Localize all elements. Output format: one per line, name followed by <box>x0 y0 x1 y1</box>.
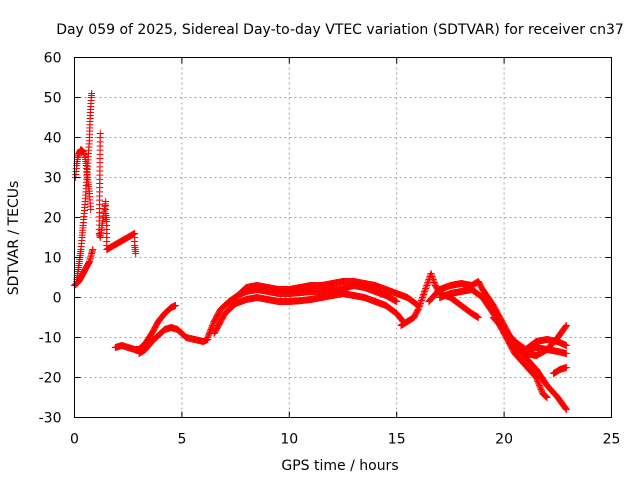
point-marker <box>423 280 431 288</box>
point-marker <box>562 322 570 329</box>
x-tick-label: 25 <box>603 432 621 448</box>
point-marker <box>414 306 422 313</box>
point-marker <box>562 322 570 330</box>
point-marker <box>543 394 551 401</box>
series-midday-3 <box>221 278 422 309</box>
y-tick-label: 0 <box>53 291 62 307</box>
series-midday-1 <box>204 282 401 341</box>
y-tick-label: -20 <box>39 371 62 387</box>
point-marker <box>422 285 430 292</box>
x-tick-label: 15 <box>388 432 406 448</box>
point-marker <box>417 297 425 304</box>
point-marker <box>542 392 550 400</box>
point-marker <box>416 301 424 309</box>
point-marker <box>415 304 423 312</box>
point-marker <box>562 406 570 413</box>
point-marker <box>429 274 437 282</box>
point-marker <box>417 298 425 306</box>
point-marker <box>418 295 426 303</box>
y-tick-label: -10 <box>39 331 62 347</box>
x-tick-label: 5 <box>177 432 186 448</box>
point-marker <box>429 276 437 283</box>
x-tick-label: 10 <box>280 432 298 448</box>
point-marker <box>147 331 155 339</box>
point-marker <box>87 206 95 213</box>
point-marker <box>561 323 569 331</box>
point-marker <box>80 149 88 157</box>
point-marker <box>430 277 438 285</box>
point-marker <box>562 350 570 357</box>
point-marker <box>423 282 431 289</box>
data-points <box>71 90 570 413</box>
point-marker <box>416 300 424 307</box>
y-tick-label: 20 <box>44 211 62 227</box>
series-isolated <box>95 130 140 257</box>
point-marker <box>427 270 435 277</box>
y-axis-label: SDTVAR / TECUs <box>6 181 22 296</box>
series-late-7 <box>550 364 570 377</box>
point-marker <box>428 273 436 280</box>
x-tick-label: 0 <box>70 432 79 448</box>
point-marker <box>421 288 429 295</box>
series-late-2 <box>425 278 570 413</box>
point-marker <box>562 405 570 413</box>
x-axis-label: GPS time / hours <box>281 458 398 474</box>
series-late-3 <box>436 286 551 401</box>
series-arc-early-b <box>135 324 212 357</box>
point-marker <box>79 148 87 155</box>
point-marker <box>562 342 570 349</box>
point-marker <box>561 404 569 412</box>
point-marker <box>474 314 482 321</box>
axis-ticks: 0 5 10 15 20 25 -30 -20 -10 0 10 20 30 40 50 60 <box>39 51 621 448</box>
x-tick-label: 20 <box>495 432 513 448</box>
grid-lines <box>74 57 612 418</box>
series-late-6 <box>522 344 570 357</box>
series-spike-peak <box>72 146 95 213</box>
point-marker <box>418 294 426 301</box>
point-marker <box>171 302 179 309</box>
point-marker <box>424 279 432 286</box>
y-tick-label: 10 <box>44 251 62 267</box>
y-tick-label: 50 <box>44 91 62 107</box>
point-marker <box>420 291 428 298</box>
point-marker <box>415 303 423 310</box>
point-marker <box>542 393 550 401</box>
point-marker <box>428 271 436 279</box>
y-tick-label: 60 <box>44 51 62 67</box>
chart-title: Day 059 of 2025, Sidereal Day-to-day VTE… <box>56 22 624 38</box>
point-marker <box>81 152 89 160</box>
point-marker <box>88 90 96 97</box>
point-marker <box>393 298 401 305</box>
point-marker <box>430 279 438 286</box>
point-marker <box>562 364 570 371</box>
y-tick-label: -30 <box>39 411 62 427</box>
point-marker <box>421 286 429 294</box>
series-spike-steep <box>73 90 96 285</box>
series-spike-lower <box>71 246 97 289</box>
y-tick-label: 40 <box>44 131 62 147</box>
point-marker <box>80 151 88 158</box>
y-tick-label: 30 <box>44 171 62 187</box>
point-marker <box>419 292 427 300</box>
point-marker <box>132 250 140 257</box>
series-midday-2 <box>210 290 407 337</box>
point-marker <box>420 289 428 297</box>
point-marker <box>89 246 97 253</box>
point-marker <box>422 283 430 291</box>
plot-frame <box>74 57 612 418</box>
